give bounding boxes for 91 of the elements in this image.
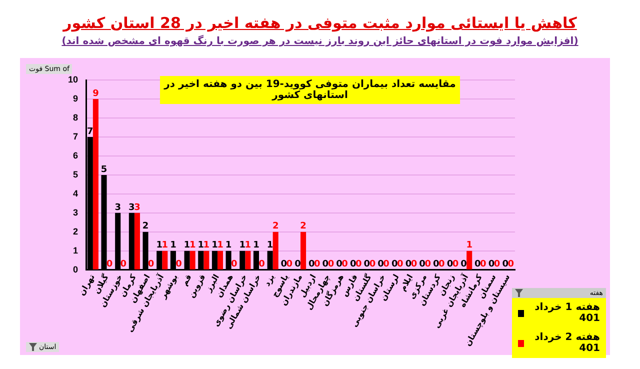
data-label: 0 (383, 260, 390, 270)
data-label: 1 (253, 240, 260, 251)
data-label: 0 (280, 260, 288, 270)
data-label: 0 (364, 260, 370, 270)
data-label: 0 (258, 260, 265, 270)
data-label: 1 (217, 240, 224, 251)
data-label: 1 (184, 240, 190, 251)
data-label: 1 (466, 240, 472, 251)
data-label: 0 (405, 260, 412, 270)
data-label: 7 (87, 126, 94, 137)
data-label: 0 (419, 260, 426, 270)
bar (217, 250, 224, 270)
data-label: 1 (162, 240, 168, 251)
bar (300, 232, 306, 270)
bar (204, 250, 210, 270)
data-label: 0 (369, 260, 376, 270)
data-label: 0 (328, 260, 334, 270)
data-label: 0 (120, 260, 127, 270)
data-label: 3 (114, 202, 121, 213)
y-tick-label: 10 (68, 74, 78, 84)
data-label: 1 (189, 240, 196, 251)
y-tick-label: 1 (72, 245, 78, 256)
data-label: 1 (156, 240, 162, 251)
data-label: 3 (134, 202, 140, 213)
bar (245, 250, 251, 270)
y-tick-label: 6 (72, 150, 78, 160)
y-tick-label: 0 (72, 264, 78, 274)
data-label: 0 (494, 260, 500, 270)
data-label: 0 (286, 260, 293, 270)
data-label: 0 (176, 260, 182, 270)
data-label: 5 (100, 164, 108, 175)
data-label: 1 (212, 240, 218, 251)
legend-label: هفته 1 خرداد 401 (534, 302, 600, 324)
y-tick-label: 5 (72, 169, 78, 180)
bar (466, 250, 472, 270)
data-label: 2 (272, 222, 279, 232)
data-label: 1 (225, 240, 232, 251)
data-label: 0 (446, 260, 454, 270)
data-label: 0 (391, 260, 398, 270)
bar (190, 250, 196, 270)
annotation: مقایسه تعداد بیماران متوفی کووید-19 بین دو هفته اخیر در استانهای کشور (160, 76, 460, 104)
data-label: 1 (203, 240, 210, 251)
data-label: 1 (170, 240, 176, 251)
data-label: 0 (230, 260, 238, 270)
data-label: 0 (438, 260, 445, 270)
data-label: 0 (322, 260, 329, 270)
data-label: 0 (502, 260, 508, 270)
x-tick-label: یزد (262, 272, 276, 288)
data-label: 0 (314, 260, 320, 270)
data-label: 0 (424, 260, 431, 270)
data-label: 3 (128, 202, 135, 213)
data-label: 2 (142, 222, 149, 232)
data-label: 0 (452, 260, 459, 270)
data-label: 0 (378, 260, 384, 270)
data-label: 0 (336, 260, 342, 270)
data-label: 0 (308, 260, 315, 270)
bar (162, 250, 168, 270)
data-label: 1 (198, 240, 204, 251)
y-tick-label: 7 (72, 131, 78, 142)
bar (92, 98, 98, 270)
data-label: 1 (244, 240, 252, 251)
data-label: 0 (342, 260, 348, 270)
chart-title: کاهش یا ایستائی موارد مثبت متوفی در هفته اخیر در 28 استان کشور (62, 14, 578, 32)
y-tick-label: 3 (72, 207, 78, 218)
data-label: 0 (294, 260, 301, 270)
data-label: 0 (432, 260, 440, 270)
data-label: 0 (410, 260, 418, 270)
x-tick-label: تهران (77, 272, 96, 298)
x-tick-label: قم (180, 272, 194, 288)
bar (272, 232, 278, 270)
data-label: 0 (488, 260, 495, 270)
data-label: 0 (350, 260, 356, 270)
data-label: 0 (355, 260, 362, 270)
y-tick-label: 4 (72, 188, 78, 198)
data-label: 1 (239, 240, 246, 251)
y-tick-label: 8 (72, 112, 78, 122)
data-label: 1 (266, 240, 274, 251)
y-tick-label: 2 (72, 226, 78, 236)
data-label: 9 (92, 88, 99, 99)
x-tick-label: ایلام (398, 272, 415, 293)
data-label: 0 (474, 260, 481, 270)
bar (134, 212, 140, 270)
legend-label: هفته 2 خرداد 401 (534, 332, 600, 354)
data-label: 0 (508, 260, 514, 270)
data-label: 2 (300, 222, 306, 232)
data-label: 0 (106, 260, 113, 270)
y-tick-label: 9 (72, 93, 78, 104)
data-label: 0 (397, 260, 404, 270)
chart-subtitle: (افزایش موارد فوت در استانهای حائز این روند بارز نیست در هر صورت با رنگ قهوه ای مشخص شده اند) (60, 36, 580, 47)
data-label: 0 (460, 260, 467, 270)
data-label: 0 (480, 260, 486, 270)
